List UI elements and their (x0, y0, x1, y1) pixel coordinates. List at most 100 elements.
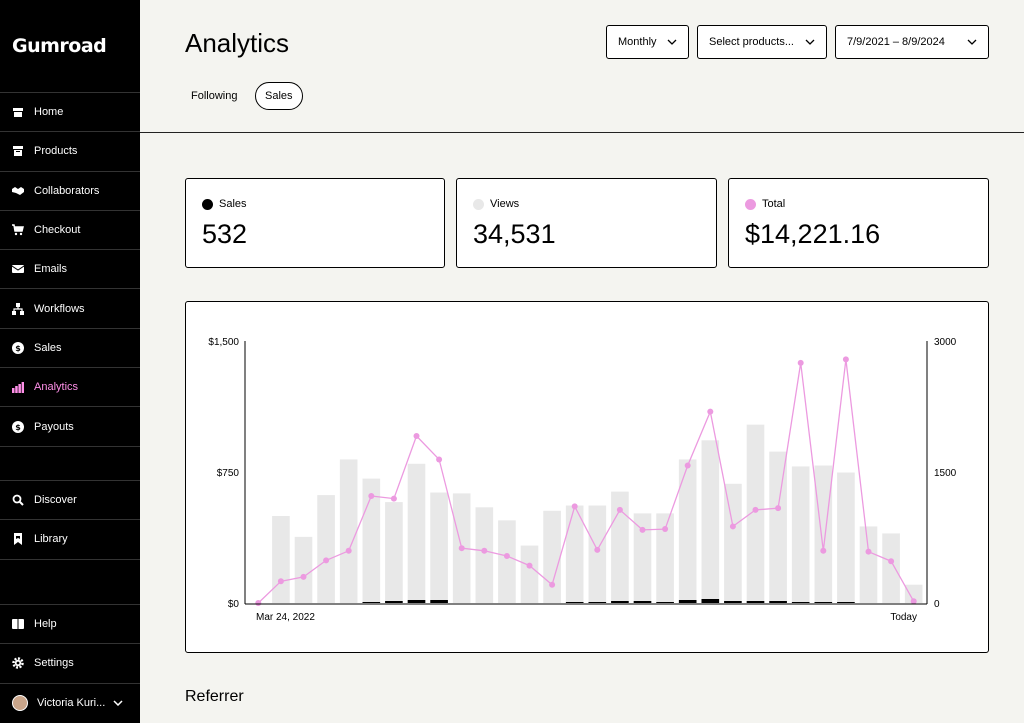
sales-bar (362, 602, 381, 603)
dollar-circle-icon: $ (12, 420, 24, 433)
referrer-heading: Referrer (185, 688, 244, 705)
sidebar-item-help[interactable]: Help (0, 605, 140, 645)
total-point[interactable] (662, 526, 669, 533)
sidebar-item-label: Workflows (34, 302, 85, 315)
total-series-line (257, 359, 915, 604)
sidebar-item-library[interactable]: Library (0, 520, 140, 560)
gumroad-logo[interactable]: Gumroad (0, 0, 140, 93)
sales-bar (837, 602, 855, 603)
total-point[interactable] (842, 356, 849, 363)
total-point[interactable] (503, 553, 510, 560)
total-point[interactable] (571, 503, 578, 510)
views-bar (565, 505, 584, 603)
y-left-tick-label: $0 (228, 599, 240, 610)
sales-bar (746, 601, 765, 603)
sidebar-item-home[interactable]: Home (0, 93, 140, 133)
user-menu[interactable]: Victoria Kuri... (0, 684, 140, 723)
total-point[interactable] (390, 495, 397, 502)
total-point[interactable] (458, 545, 465, 552)
total-point[interactable] (594, 546, 601, 553)
total-point[interactable] (729, 523, 736, 530)
date-range-value: 7/9/2021 – 8/9/2024 (847, 36, 945, 48)
sidebar-item-label: Checkout (34, 224, 81, 237)
total-point[interactable] (910, 598, 917, 605)
total-point[interactable] (820, 547, 827, 554)
sidebar-item-sales[interactable]: $ Sales (0, 329, 140, 369)
total-point[interactable] (639, 526, 646, 533)
page-title: Analytics (185, 28, 290, 58)
sales-bar (611, 601, 629, 603)
total-point[interactable] (323, 557, 330, 564)
sidebar-item-checkout[interactable]: Checkout (0, 211, 140, 251)
views-bar (430, 492, 448, 603)
views-bar (769, 451, 787, 603)
sidebar-item-analytics[interactable]: Analytics (0, 368, 140, 408)
period-select[interactable]: Monthly (606, 25, 689, 59)
archive-icon (12, 145, 24, 157)
total-point[interactable] (277, 578, 284, 585)
views-bar (859, 526, 878, 603)
tab-sales[interactable]: Sales (255, 82, 303, 110)
sales-bar (724, 601, 742, 603)
total-point[interactable] (368, 492, 375, 499)
tab-following[interactable]: Following (191, 90, 238, 102)
total-point[interactable] (775, 505, 782, 512)
dollar-circle-icon: $ (12, 341, 24, 354)
legend-dot (473, 198, 484, 210)
bookmark-icon (12, 533, 24, 546)
views-bar (385, 502, 403, 603)
y-left-tick-label: $750 (217, 468, 240, 479)
total-point[interactable] (549, 581, 556, 588)
total-point[interactable] (865, 548, 872, 555)
total-point[interactable] (707, 408, 714, 415)
sales-bar (656, 602, 674, 603)
sales-bar (407, 600, 426, 603)
stat-value: $14,221.16 (745, 219, 881, 249)
total-point[interactable] (684, 462, 691, 469)
views-bar (633, 513, 652, 603)
views-bar (814, 465, 833, 603)
avatar (12, 695, 28, 712)
total-point[interactable] (888, 558, 895, 565)
chevron-down-icon (967, 36, 977, 48)
products-select[interactable]: Select products... (697, 25, 827, 59)
sidebar-item-payouts[interactable]: $ Payouts (0, 407, 140, 447)
sidebar-item-settings[interactable]: Settings (0, 644, 140, 684)
sales-bar (633, 601, 652, 603)
total-point[interactable] (797, 359, 804, 366)
views-bar (294, 536, 313, 603)
stat-card-total: Total $14,221.16 (728, 178, 989, 268)
stat-card-views: Views 34,531 (456, 178, 717, 268)
total-point[interactable] (481, 547, 488, 554)
total-point[interactable] (616, 506, 623, 513)
y-left-tick-label: $1,500 (208, 337, 239, 348)
sales-bar (565, 602, 584, 603)
stat-card-sales: Sales 532 (185, 178, 445, 268)
views-bar (904, 584, 923, 603)
date-range-picker[interactable]: 7/9/2021 – 8/9/2024 (835, 25, 989, 59)
stat-label-text: Views (490, 198, 520, 210)
sidebar-item-label: Payouts (34, 420, 74, 433)
total-point[interactable] (255, 600, 262, 606)
total-point[interactable] (752, 506, 759, 513)
stat-value: 532 (202, 219, 248, 249)
total-point[interactable] (526, 562, 533, 569)
total-point[interactable] (413, 432, 420, 439)
sidebar-item-workflows[interactable]: Workflows (0, 289, 140, 329)
views-bar (882, 533, 900, 603)
sidebar-item-emails[interactable]: Emails (0, 250, 140, 290)
sidebar-item-discover[interactable]: Discover (0, 481, 140, 521)
views-bar (407, 463, 426, 603)
total-point[interactable] (345, 547, 352, 554)
views-bar (272, 516, 290, 603)
total-point[interactable] (436, 456, 443, 463)
views-bar (588, 505, 607, 603)
views-bar (339, 459, 358, 603)
stat-label: Sales (202, 198, 247, 210)
views-bar (837, 472, 855, 603)
sales-bar (769, 601, 787, 603)
sidebar-item-products[interactable]: Products (0, 132, 140, 172)
chart-svg: $1,500 $750 $0 3000 1500 0 Mar 24, 2022 … (208, 337, 956, 623)
sidebar-item-collaborators[interactable]: Collaborators (0, 172, 140, 211)
total-point[interactable] (300, 573, 307, 580)
